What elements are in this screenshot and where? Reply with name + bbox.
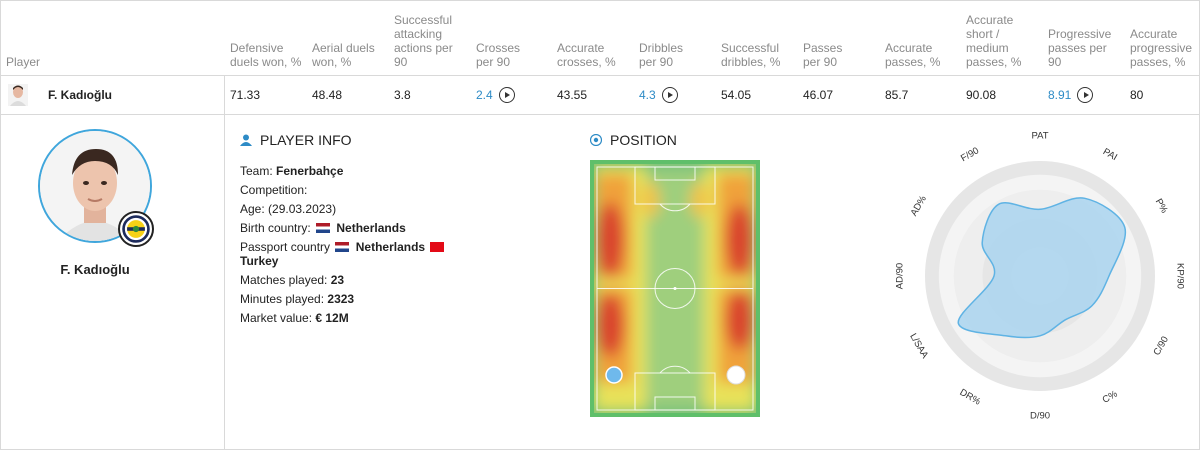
cell-progressive-passes: 8.91 <box>1048 87 1094 103</box>
radar-axis-label: D/90 <box>1030 411 1050 422</box>
radar-axis-label: AD/90 <box>895 263 906 289</box>
cell-defensive-duels: 71.33 <box>230 88 261 102</box>
header-crosses[interactable]: Crosses per 90 <box>476 41 521 69</box>
cell-accurate-progressive: 80 <box>1130 88 1144 102</box>
radar-axis-label: PAT <box>1031 131 1048 142</box>
header-aerial-duels[interactable]: Aerial duels won, % <box>312 41 375 69</box>
cell-successful-dribbles: 54.05 <box>721 88 752 102</box>
header-dribbles[interactable]: Dribbles per 90 <box>639 41 684 69</box>
user-icon <box>240 134 252 146</box>
play-video-icon[interactable] <box>498 87 515 103</box>
cell-short-medium-passes: 90.08 <box>966 88 997 102</box>
cell-crosses: 2.4 <box>476 87 515 103</box>
info-competition: Competition: <box>240 183 308 197</box>
header-passes[interactable]: Passes per 90 <box>803 41 843 69</box>
cell-attacking-actions: 3.8 <box>394 88 411 102</box>
cell-accurate-crosses: 43.55 <box>557 88 588 102</box>
info-matches: Matches played: 23 <box>240 273 345 287</box>
player-thumbnail <box>8 84 28 106</box>
header-player[interactable]: Player <box>6 55 41 69</box>
radar-axis-label: C% <box>1101 388 1120 405</box>
header-accurate-progressive[interactable]: Accurate progressive passes, % <box>1130 27 1193 69</box>
table-header: Player Defensive duels won, % Aerial due… <box>0 0 1200 76</box>
radar-axis-label: C/90 <box>1151 335 1171 358</box>
info-market-value: Market value: € 12M <box>240 311 349 325</box>
position-heatmap <box>590 160 760 417</box>
netherlands-flag-icon <box>335 242 350 252</box>
info-age: Age: (29.03.2023) <box>240 202 337 216</box>
cell-passes: 46.07 <box>803 88 834 102</box>
info-team: Team: Fenerbahçe <box>240 164 344 178</box>
header-accurate-passes[interactable]: Accurate passes, % <box>885 41 941 69</box>
column-divider <box>224 76 225 450</box>
info-birth-country: Birth country: Netherlands <box>240 221 406 235</box>
profile-name: F. Kadıoğlu <box>60 262 130 277</box>
radar-axis-label: DR% <box>958 387 983 408</box>
position-marker <box>726 365 746 385</box>
play-video-icon[interactable] <box>661 87 678 103</box>
cell-accurate-passes: 85.7 <box>885 88 909 102</box>
header-accurate-crosses[interactable]: Accurate crosses, % <box>557 41 616 69</box>
info-passport: Passport country Netherlands Turkey <box>240 240 460 268</box>
team-link[interactable]: Fenerbahçe <box>276 164 344 178</box>
player-photo <box>38 129 152 243</box>
header-defensive-duels[interactable]: Defensive duels won, % <box>230 41 302 69</box>
header-short-medium-passes[interactable]: Accurate short / medium passes, % <box>966 13 1022 69</box>
radar-axis-label: AD% <box>909 193 930 218</box>
player-info-title: PLAYER INFO <box>240 132 352 148</box>
radar-axis-label: KP/90 <box>1174 263 1185 289</box>
radar-axis-label: P% <box>1153 197 1170 216</box>
position-marker <box>605 366 623 384</box>
header-progressive-passes[interactable]: Progressive passes per 90 <box>1048 27 1112 69</box>
table-row: 71.33 48.48 3.8 2.4 43.55 4.3 54.05 46.0… <box>0 76 1200 115</box>
position-title: POSITION <box>590 132 677 148</box>
football-icon <box>590 134 602 146</box>
radar-chart: PAT PAI P% KP/90 C/90 C% D/90 DR% L/SAA AD/90 AD% F… <box>895 131 1186 422</box>
club-logo <box>118 211 154 247</box>
player-info-list: Team: Fenerbahçe Competition: Age: (29.0… <box>240 162 460 328</box>
radar-axis-label: F/90 <box>959 145 981 164</box>
radar-shape <box>957 197 1127 339</box>
header-successful-dribbles[interactable]: Successful dribbles, % <box>721 41 781 69</box>
netherlands-flag-icon <box>316 223 331 233</box>
info-minutes: Minutes played: 2323 <box>240 292 355 306</box>
play-video-icon[interactable] <box>1077 87 1094 103</box>
radar-axis-label: L/SAA <box>907 332 930 361</box>
header-attacking-actions[interactable]: Successful attacking actions per 90 <box>394 13 453 69</box>
cell-dribbles: 4.3 <box>639 87 678 103</box>
radar-axis-label: PAI <box>1101 146 1119 163</box>
cell-aerial-duels: 48.48 <box>312 88 343 102</box>
row-player-name[interactable]: F. Kadıoğlu <box>48 88 112 102</box>
turkey-flag-icon <box>430 242 445 252</box>
